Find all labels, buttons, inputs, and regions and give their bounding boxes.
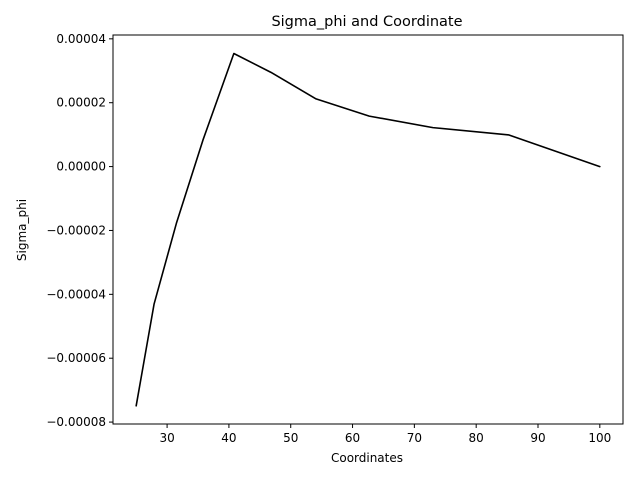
y-tick-label: 0.00000 bbox=[56, 160, 106, 174]
x-axis-label: Coordinates bbox=[331, 451, 403, 465]
plot-area bbox=[135, 52, 601, 407]
x-tick-label: 80 bbox=[469, 431, 484, 445]
y-tick-label: −0.00006 bbox=[46, 351, 106, 365]
axes-frame bbox=[112, 34, 624, 425]
x-tick-label: 50 bbox=[283, 431, 298, 445]
x-tick-label: 100 bbox=[588, 431, 611, 445]
x-tick-label: 40 bbox=[221, 431, 236, 445]
x-tick-label: 60 bbox=[345, 431, 360, 445]
x-tick-label: 70 bbox=[407, 431, 422, 445]
y-tick-label: −0.00002 bbox=[46, 223, 106, 237]
y-tick-label: −0.00004 bbox=[46, 287, 106, 301]
x-tick-label: 90 bbox=[530, 431, 545, 445]
y-tick-label: 0.00004 bbox=[56, 32, 106, 46]
x-tick-label: 30 bbox=[159, 431, 174, 445]
y-axis: −0.00008 −0.00006 −0.00004 −0.00002 0.00000 0… bbox=[46, 32, 113, 429]
y-axis-label: Sigma_phi bbox=[15, 199, 29, 261]
y-tick-label: 0.00002 bbox=[56, 96, 106, 110]
x-axis: 30 40 50 60 70 80 90 100 bbox=[159, 424, 611, 445]
chart-title: Sigma_phi and Coordinate bbox=[271, 14, 462, 30]
y-tick-label: −0.00008 bbox=[46, 415, 106, 429]
series-line bbox=[135, 52, 601, 407]
